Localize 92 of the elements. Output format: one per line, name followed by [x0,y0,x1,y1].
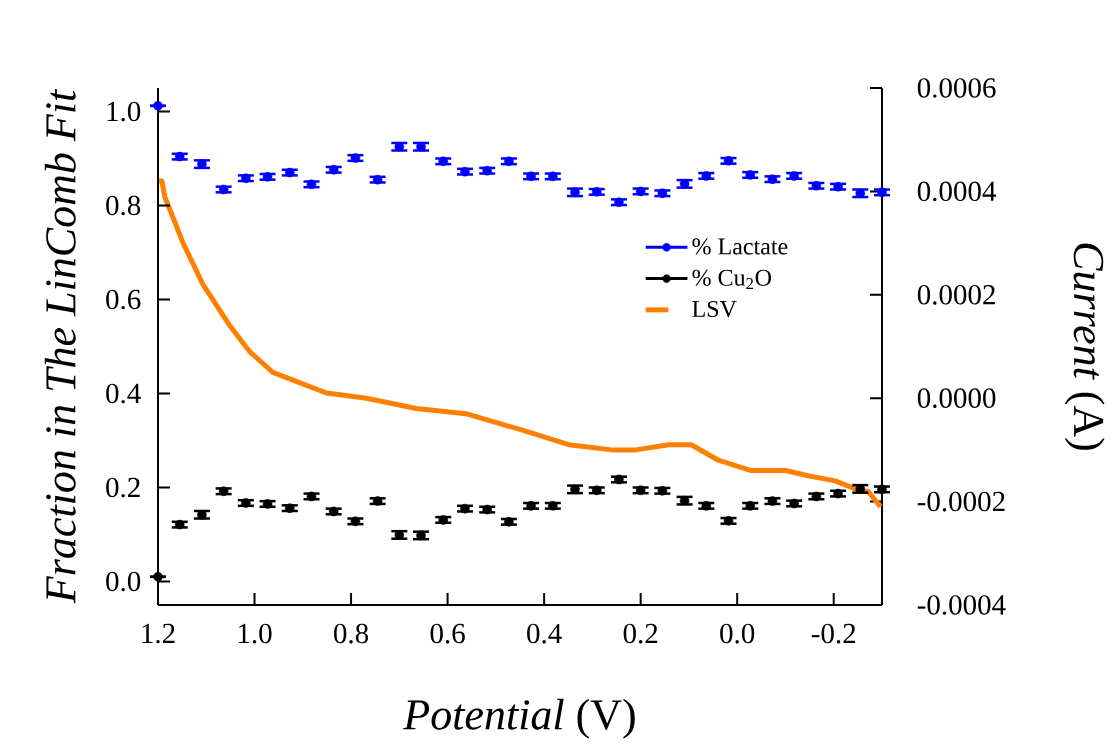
y2-tick-label: 0.0004 [917,181,997,202]
y2-tick-label: 0.0000 [917,388,996,409]
point [460,503,470,514]
point [701,501,712,511]
y2-tick-label: -0.0004 [917,595,1006,615]
point [416,141,426,152]
point [174,151,185,162]
point [570,484,580,495]
point [174,519,185,530]
x-tick-label: -0.2 [811,623,856,644]
point [548,171,558,182]
point [372,496,383,506]
y-tick-label: 0.0 [106,571,141,592]
point [197,159,207,169]
point [723,516,734,526]
point [241,498,251,508]
y-tick-label: 0.2 [106,477,140,498]
x-tick-label: 0.0 [720,623,755,644]
point [438,515,449,525]
point [218,486,229,497]
point [570,187,580,198]
point [833,181,843,192]
point [833,488,843,499]
point [745,501,755,511]
point [328,165,339,175]
point [241,173,251,184]
point [197,509,207,520]
point [482,165,492,176]
point [811,180,822,191]
point [548,501,558,511]
x-tick-label: 0.4 [527,623,562,644]
point [526,171,536,182]
y-axis-title: Fraction in The LinComb Fit [44,88,76,604]
point [723,156,734,166]
y-tick-label: 0.8 [106,195,141,216]
point [855,188,866,199]
legend-label: % Lactate [692,238,788,255]
y-tick-label: 0.6 [106,289,141,310]
point [657,486,668,496]
point [438,156,449,167]
point [504,517,514,527]
x-tick-label: 1.2 [142,623,175,644]
point [657,188,668,199]
point [789,171,799,181]
point [394,141,405,152]
point [767,174,778,184]
point [284,167,295,178]
point [350,516,361,527]
point [635,485,646,496]
point [745,170,755,180]
point [591,485,602,496]
point [460,166,470,177]
point [614,197,624,207]
point [372,174,383,185]
y-tick-label: 1.0 [107,101,141,122]
legend-label: % Cu$_{2}$O [692,269,771,290]
point [526,501,536,511]
y-tick-label: 0.4 [106,383,141,404]
point [306,491,317,502]
point [855,484,866,494]
point [877,484,887,495]
point [591,187,602,197]
point [262,172,273,182]
point [350,153,361,163]
point [504,156,514,167]
point [877,187,887,198]
x-tick-label: 0.2 [623,623,658,644]
point [679,179,690,189]
point [767,496,778,506]
point [306,179,317,190]
x-tick-label: 0.8 [334,623,369,644]
point [679,495,690,506]
y2-tick-label: 0.0002 [917,284,995,305]
point [482,504,492,515]
y2-axis-title: Current (A) [1064,243,1105,450]
x-axis-title: Potential (V) [403,698,635,739]
point [811,491,822,502]
point [416,530,426,541]
point [218,184,229,195]
point [284,503,295,513]
x-tick-label: 0.6 [430,623,465,644]
point [614,474,624,485]
point [262,499,273,509]
point [635,186,646,197]
point [789,498,799,509]
y2-tick-label: 0.0006 [917,78,996,98]
x-tick-label: 1.0 [238,623,272,644]
y2-tick-label: -0.0002 [917,491,1005,512]
legend-label: LSV [692,300,737,318]
point [394,530,405,540]
point [701,171,712,181]
point [328,506,339,517]
